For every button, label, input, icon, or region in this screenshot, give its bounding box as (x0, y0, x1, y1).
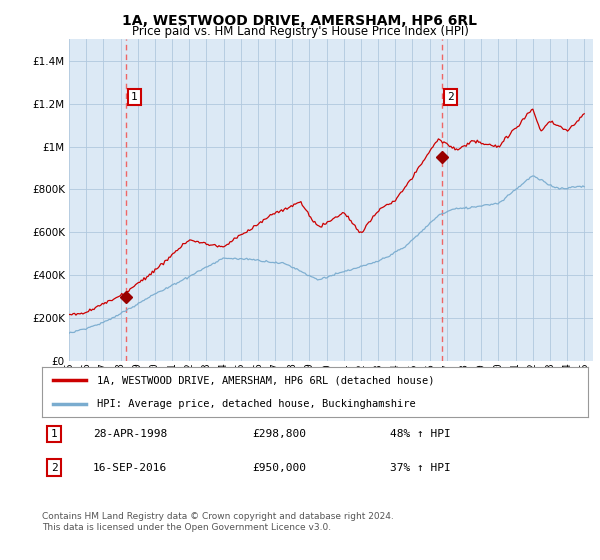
Text: 1: 1 (131, 92, 138, 102)
Text: Price paid vs. HM Land Registry's House Price Index (HPI): Price paid vs. HM Land Registry's House … (131, 25, 469, 38)
Text: 37% ↑ HPI: 37% ↑ HPI (390, 463, 451, 473)
Text: 2: 2 (447, 92, 454, 102)
Text: 16-SEP-2016: 16-SEP-2016 (93, 463, 167, 473)
Text: 1A, WESTWOOD DRIVE, AMERSHAM, HP6 6RL (detached house): 1A, WESTWOOD DRIVE, AMERSHAM, HP6 6RL (d… (97, 375, 434, 385)
Text: 28-APR-1998: 28-APR-1998 (93, 429, 167, 439)
Text: £298,800: £298,800 (252, 429, 306, 439)
Text: 48% ↑ HPI: 48% ↑ HPI (390, 429, 451, 439)
Text: 1: 1 (50, 429, 58, 439)
Text: HPI: Average price, detached house, Buckinghamshire: HPI: Average price, detached house, Buck… (97, 399, 415, 409)
Text: £950,000: £950,000 (252, 463, 306, 473)
Text: 2: 2 (50, 463, 58, 473)
Text: 1A, WESTWOOD DRIVE, AMERSHAM, HP6 6RL: 1A, WESTWOOD DRIVE, AMERSHAM, HP6 6RL (122, 14, 478, 28)
Text: Contains HM Land Registry data © Crown copyright and database right 2024.
This d: Contains HM Land Registry data © Crown c… (42, 512, 394, 532)
